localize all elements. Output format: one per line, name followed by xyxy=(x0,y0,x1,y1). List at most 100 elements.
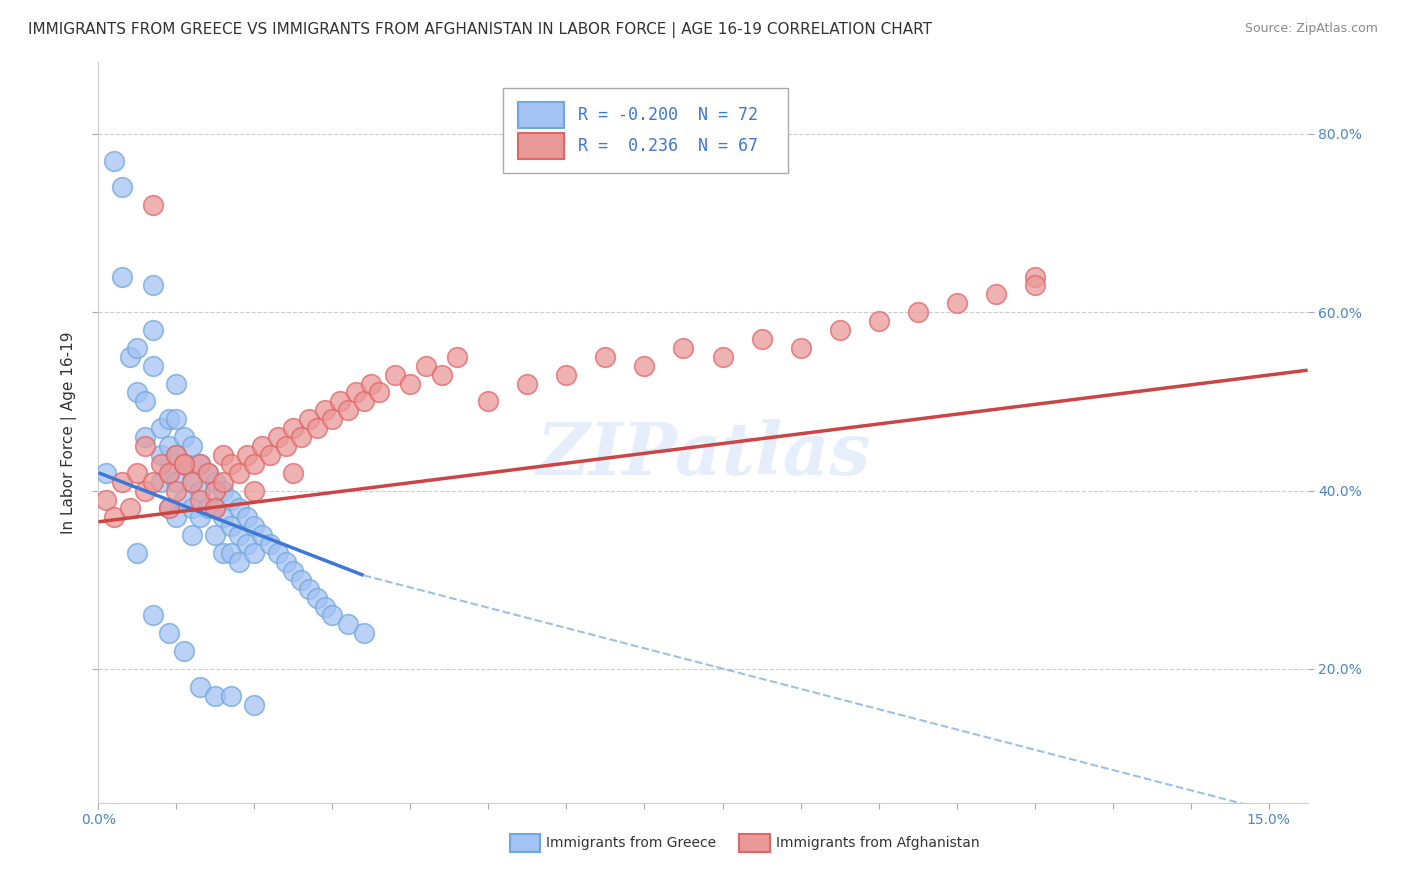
Point xyxy=(228,466,250,480)
Point xyxy=(173,644,195,658)
Point xyxy=(142,198,165,212)
Point xyxy=(337,403,360,417)
Point xyxy=(228,528,250,542)
Point xyxy=(142,475,165,489)
Point xyxy=(321,412,343,426)
Point xyxy=(165,483,187,498)
Point xyxy=(96,466,118,480)
Point xyxy=(243,483,266,498)
Point xyxy=(243,698,266,712)
Point xyxy=(149,475,172,489)
Point xyxy=(477,394,499,409)
Point xyxy=(204,475,226,489)
Point xyxy=(252,528,274,542)
Point xyxy=(384,368,406,382)
Point xyxy=(314,403,336,417)
Point xyxy=(157,439,180,453)
Point xyxy=(134,439,156,453)
Point xyxy=(165,376,187,391)
Point xyxy=(157,626,180,640)
Point xyxy=(907,305,929,319)
Point xyxy=(415,359,437,373)
Point xyxy=(103,153,125,168)
Point xyxy=(290,573,312,587)
Point xyxy=(219,519,242,533)
Point xyxy=(173,457,195,471)
Point xyxy=(235,448,257,462)
FancyBboxPatch shape xyxy=(740,834,769,853)
Point xyxy=(945,296,967,310)
Point xyxy=(1024,269,1046,284)
Point xyxy=(283,466,305,480)
Point xyxy=(165,510,187,524)
Point xyxy=(181,501,204,516)
Point xyxy=(329,394,352,409)
Point xyxy=(267,430,290,444)
Point xyxy=(298,582,321,596)
Point xyxy=(283,564,305,578)
Point xyxy=(555,368,578,382)
Point xyxy=(157,501,180,516)
Point xyxy=(204,501,226,516)
Point xyxy=(212,448,235,462)
Point xyxy=(430,368,453,382)
Point xyxy=(235,537,257,551)
Point xyxy=(127,385,149,400)
Point xyxy=(711,350,734,364)
Point xyxy=(188,680,211,694)
Point xyxy=(984,287,1007,301)
Point xyxy=(157,412,180,426)
FancyBboxPatch shape xyxy=(509,834,540,853)
Point xyxy=(516,376,538,391)
Point xyxy=(134,394,156,409)
Point xyxy=(298,412,321,426)
Point xyxy=(228,555,250,569)
Point xyxy=(188,510,211,524)
Point xyxy=(197,466,219,480)
Point xyxy=(1024,278,1046,293)
Point xyxy=(789,341,811,355)
Point xyxy=(173,492,195,507)
Point xyxy=(259,537,281,551)
Point xyxy=(173,430,195,444)
Point xyxy=(127,466,149,480)
Point xyxy=(181,528,204,542)
Point xyxy=(165,448,187,462)
Point xyxy=(219,689,242,703)
Point xyxy=(274,555,297,569)
Point xyxy=(828,323,851,337)
Point xyxy=(252,439,274,453)
Point xyxy=(96,492,118,507)
Point xyxy=(259,448,281,462)
Point xyxy=(305,421,328,435)
Point xyxy=(219,546,242,560)
Y-axis label: In Labor Force | Age 16-19: In Labor Force | Age 16-19 xyxy=(60,331,77,534)
Point xyxy=(204,483,226,498)
Point xyxy=(173,457,195,471)
Point xyxy=(353,626,375,640)
Point xyxy=(149,457,172,471)
Point xyxy=(212,483,235,498)
Point xyxy=(399,376,422,391)
Point xyxy=(314,599,336,614)
Point xyxy=(188,457,211,471)
Point xyxy=(149,421,172,435)
Point xyxy=(181,475,204,489)
Point xyxy=(235,510,257,524)
Text: Immigrants from Afghanistan: Immigrants from Afghanistan xyxy=(776,836,979,850)
FancyBboxPatch shape xyxy=(503,88,787,173)
Point xyxy=(353,394,375,409)
Point xyxy=(134,430,156,444)
Point xyxy=(204,689,226,703)
Point xyxy=(243,519,266,533)
Point xyxy=(337,617,360,632)
Point xyxy=(197,501,219,516)
Point xyxy=(290,430,312,444)
Point xyxy=(157,466,180,480)
Point xyxy=(188,492,211,507)
Point xyxy=(127,341,149,355)
Point xyxy=(118,350,141,364)
Point xyxy=(321,608,343,623)
Point xyxy=(111,475,134,489)
Point xyxy=(344,385,367,400)
